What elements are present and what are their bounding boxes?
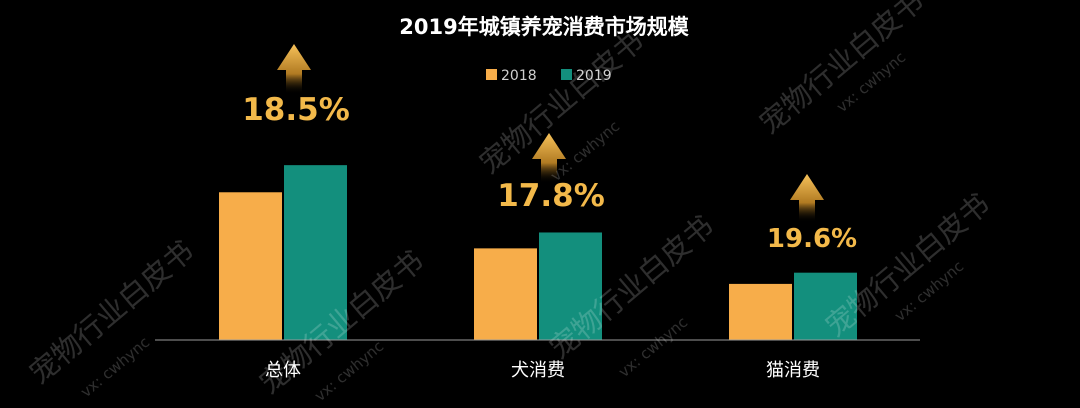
growth-arrow-dog: [532, 133, 566, 183]
x-tick-label-dog: 犬消费: [511, 360, 565, 381]
legend: 2018 2019: [486, 68, 612, 84]
growth-label-cat: 19.6%: [767, 224, 857, 254]
legend-label-2019: 2019: [576, 68, 612, 84]
chart-title: 2019年城镇养宠消费市场规模: [399, 15, 689, 39]
growth-arrow-cat: [790, 174, 824, 222]
watermark-text: 宠物行业白皮书: [753, 0, 930, 140]
bar-total-2019: [284, 165, 347, 340]
x-tick-label-total: 总体: [265, 360, 301, 381]
growth-arrow-total: [277, 44, 311, 94]
bar-cat-2018: [729, 283, 792, 340]
growth-label-dog: 17.8%: [497, 178, 605, 214]
legend-label-2018: 2018: [501, 68, 537, 84]
bar-cat-2019: [794, 272, 857, 340]
watermark-id: vx: cwhync: [615, 313, 691, 381]
growth-label-total: 18.5%: [242, 92, 350, 128]
bar-dog-2019: [539, 232, 602, 340]
bars: [219, 165, 857, 340]
legend-swatch-2018: [486, 69, 497, 80]
legend-swatch-2019: [561, 69, 572, 80]
bar-dog-2018: [474, 248, 537, 340]
x-tick-label-cat: 猫消费: [766, 360, 820, 381]
bar-total-2018: [219, 192, 282, 340]
